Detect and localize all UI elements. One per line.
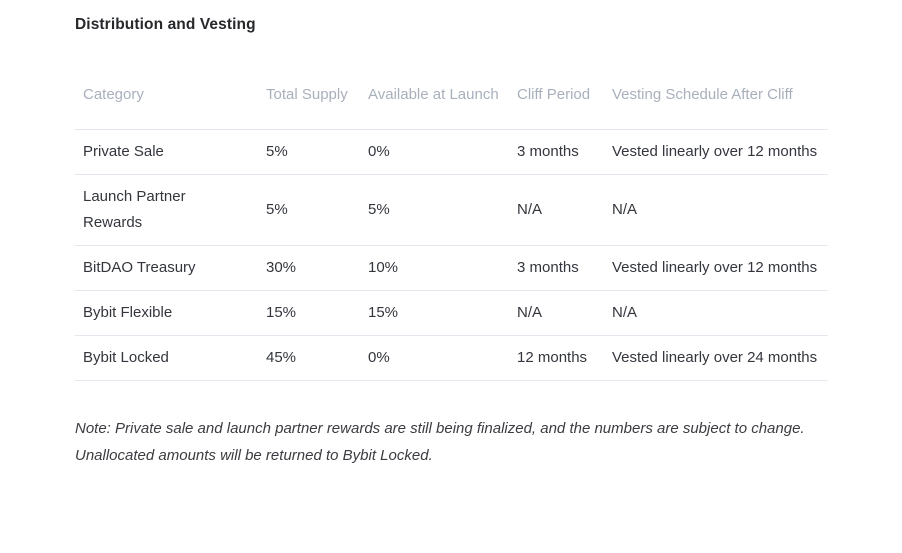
column-header-category: Category	[75, 61, 258, 130]
cell-vesting-schedule: Vested linearly over 24 months	[604, 335, 828, 381]
cell-total-supply: 5%	[258, 129, 360, 175]
cell-total-supply: 45%	[258, 335, 360, 381]
cell-total-supply: 15%	[258, 290, 360, 336]
cell-cliff-period: N/A	[509, 174, 604, 246]
cell-total-supply: 30%	[258, 245, 360, 291]
cell-category: Private Sale	[75, 129, 258, 175]
cell-category: Bybit Flexible	[75, 290, 258, 336]
table-row: BitDAO Treasury 30% 10% 3 months Vested …	[75, 245, 828, 291]
table-row: Private Sale 5% 0% 3 months Vested linea…	[75, 129, 828, 175]
table-row: Bybit Flexible 15% 15% N/A N/A	[75, 290, 828, 336]
cell-available-at-launch: 0%	[360, 129, 509, 175]
cell-cliff-period: N/A	[509, 290, 604, 336]
cell-category: Bybit Locked	[75, 335, 258, 381]
cell-available-at-launch: 10%	[360, 245, 509, 291]
cell-available-at-launch: 0%	[360, 335, 509, 381]
cell-category: BitDAO Treasury	[75, 245, 258, 291]
table-row: Launch Partner Rewards 5% 5% N/A N/A	[75, 174, 828, 246]
column-header-total-supply: Total Supply	[258, 61, 360, 130]
cell-total-supply: 5%	[258, 174, 360, 246]
cell-available-at-launch: 15%	[360, 290, 509, 336]
cell-vesting-schedule: Vested linearly over 12 months	[604, 129, 828, 175]
note-text: Note: Private sale and launch partner re…	[75, 420, 805, 464]
cell-cliff-period: 3 months	[509, 245, 604, 291]
page-title: Distribution and Vesting	[75, 16, 256, 33]
cell-cliff-period: 12 months	[509, 335, 604, 381]
cell-vesting-schedule: Vested linearly over 12 months	[604, 245, 828, 291]
cell-available-at-launch: 5%	[360, 174, 509, 246]
cell-vesting-schedule: N/A	[604, 290, 828, 336]
column-header-vesting-schedule: Vesting Schedule After Cliff	[604, 61, 828, 130]
column-header-cliff-period: Cliff Period	[509, 61, 604, 130]
distribution-vesting-table: Category Total Supply Available at Launc…	[75, 61, 828, 381]
cell-vesting-schedule: N/A	[604, 174, 828, 246]
cell-cliff-period: 3 months	[509, 129, 604, 175]
column-header-available-at-launch: Available at Launch	[360, 61, 509, 130]
header-row: Category Total Supply Available at Launc…	[75, 61, 828, 130]
cell-category: Launch Partner Rewards	[75, 174, 258, 246]
table-row: Bybit Locked 45% 0% 12 months Vested lin…	[75, 335, 828, 381]
table-header: Category Total Supply Available at Launc…	[75, 61, 828, 130]
table-body: Private Sale 5% 0% 3 months Vested linea…	[75, 129, 828, 381]
